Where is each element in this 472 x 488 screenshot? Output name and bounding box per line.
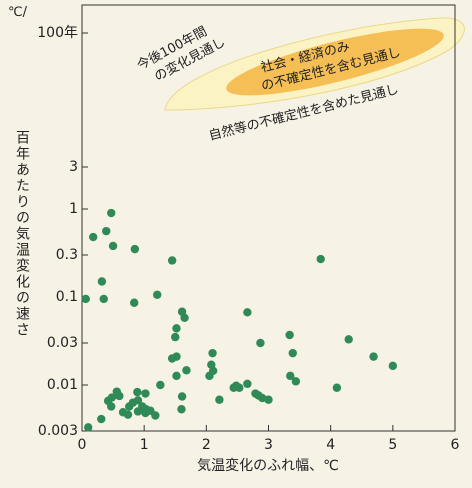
point: [215, 395, 224, 404]
point: [344, 335, 353, 344]
y-tick-label: 3: [69, 159, 78, 175]
point: [243, 308, 252, 317]
point: [369, 352, 378, 361]
point: [208, 348, 217, 358]
point: [332, 383, 342, 392]
point: [97, 277, 107, 286]
point: [167, 256, 177, 265]
point: [141, 389, 150, 398]
point: [172, 324, 181, 333]
point: [291, 377, 301, 386]
point: [256, 338, 265, 348]
point: [156, 380, 165, 390]
point: [171, 332, 180, 342]
point: [243, 379, 252, 389]
x-tick-label: 0: [78, 437, 87, 453]
y-tick-label: 100年: [37, 25, 78, 41]
point: [151, 411, 160, 420]
point: [205, 371, 214, 381]
point: [167, 354, 177, 363]
point: [107, 208, 116, 218]
point: [141, 408, 150, 418]
point: [102, 226, 111, 236]
y-tick-label: 0.1: [56, 289, 78, 305]
y-tick-label: 0.03: [47, 335, 78, 351]
y-tick-label: 0.01: [47, 377, 78, 393]
x-axis-label: 気温変化のふれ幅、℃: [197, 457, 339, 474]
point: [99, 294, 108, 304]
point: [264, 395, 273, 404]
point: [388, 361, 398, 371]
point: [133, 396, 143, 405]
x-tick-label: 1: [140, 437, 149, 453]
x-tick-label: 2: [202, 437, 211, 453]
point: [133, 387, 142, 397]
point: [88, 232, 98, 242]
point: [182, 366, 191, 375]
point: [108, 241, 118, 251]
x-tick-label: 4: [326, 437, 335, 453]
point: [81, 294, 90, 304]
projection-bands: [164, 17, 465, 111]
point: [97, 414, 106, 424]
point: [133, 407, 143, 416]
point: [235, 383, 244, 392]
point: [84, 423, 93, 432]
point: [107, 402, 116, 411]
x-tick-label: 6: [451, 437, 460, 453]
point: [172, 371, 181, 381]
unit-label: ℃/: [8, 5, 28, 20]
point: [177, 392, 187, 401]
point: [125, 402, 134, 411]
point: [130, 244, 140, 254]
x-tick-label: 5: [388, 437, 397, 453]
point: [153, 290, 162, 299]
point: [285, 330, 294, 340]
y-tick-label: 1: [69, 201, 78, 217]
point: [118, 408, 128, 417]
point: [316, 254, 325, 264]
y-tick-label: 0.3: [56, 247, 78, 263]
point: [177, 405, 186, 414]
y-axis-label: 百年あたりの気温変化の速さ: [14, 130, 30, 338]
point: [130, 298, 139, 307]
y-tick-label: 0.003: [38, 423, 78, 439]
x-tick-label: 3: [264, 437, 273, 453]
point: [180, 313, 189, 323]
point: [115, 391, 124, 401]
point: [288, 348, 297, 358]
point: [286, 371, 295, 381]
inner-band: [226, 28, 444, 96]
